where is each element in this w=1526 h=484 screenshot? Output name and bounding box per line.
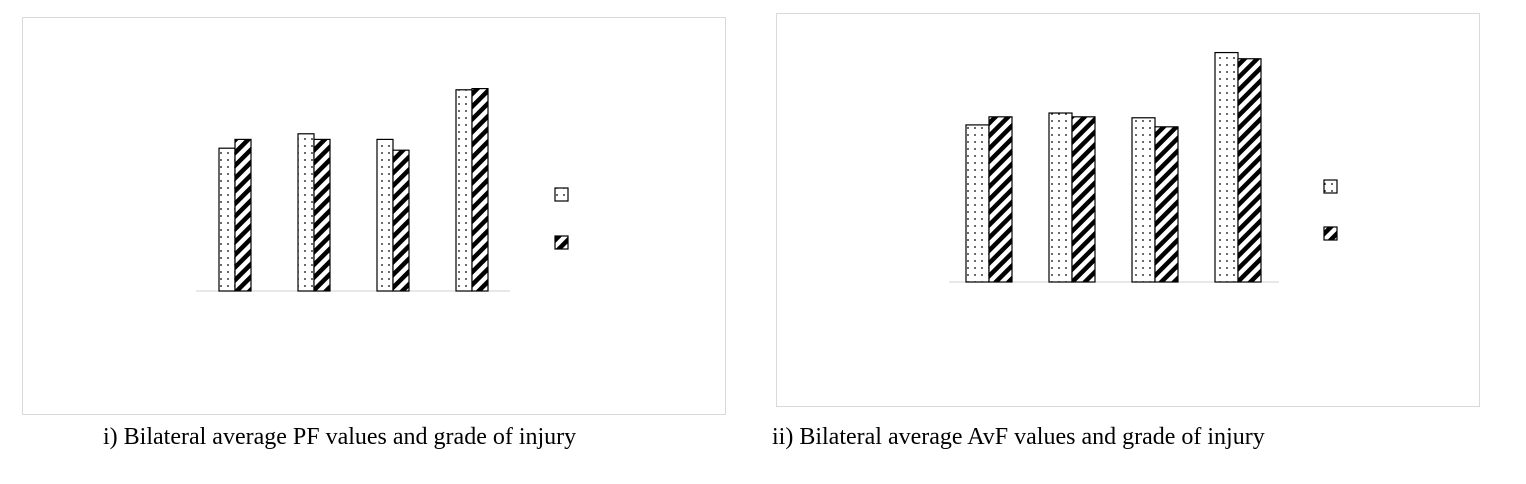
bar-diagonal-stripes [1071, 116, 1096, 283]
legend-swatch-dots [554, 187, 569, 202]
chart-caption-avf: ii) Bilateral average AvF values and gra… [772, 424, 1265, 450]
bar-dots [1131, 117, 1156, 283]
bar-dots [1048, 112, 1073, 283]
bar-diagonal-stripes [471, 87, 489, 292]
chart-caption-pf: i) Bilateral average PF values and grade… [103, 424, 577, 450]
bar-dots [1214, 51, 1239, 283]
bar-dots [965, 124, 990, 283]
avf-chart [949, 51, 1338, 283]
bar-diagonal-stripes [392, 149, 410, 292]
bar-dots [218, 147, 236, 292]
chart-panel-avf [776, 13, 1480, 407]
bar-dots [455, 89, 473, 292]
bar-diagonal-stripes [1154, 126, 1179, 283]
pf-chart [196, 87, 569, 292]
bar-diagonal-stripes [1237, 58, 1262, 283]
bar-dots [297, 133, 315, 292]
bar-diagonal-stripes [234, 138, 252, 292]
legend-swatch-diagonal-stripes [554, 235, 569, 250]
chart-panel-pf [22, 17, 726, 415]
bar-diagonal-stripes [988, 116, 1013, 283]
legend-swatch-diagonal-stripes [1323, 226, 1338, 241]
legend-swatch-dots [1323, 179, 1338, 194]
bar-diagonal-stripes [313, 138, 331, 292]
bar-dots [376, 138, 394, 292]
